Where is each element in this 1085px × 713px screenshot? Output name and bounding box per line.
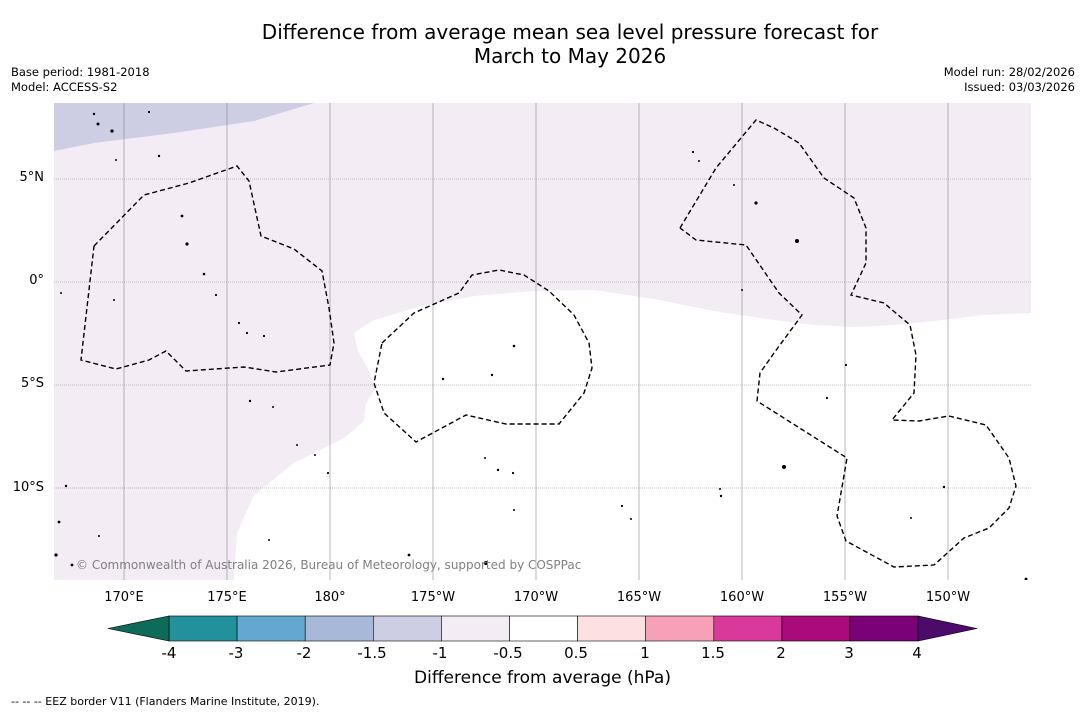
colorbar-tick: -2 xyxy=(296,644,312,662)
lon-label-155w: 155°W xyxy=(822,590,868,605)
colorbar-tick: 2 xyxy=(776,644,786,662)
model-name: Model: ACCESS-S2 xyxy=(11,80,118,94)
eez-phoenix-islands xyxy=(373,269,593,443)
title-line-2: March to May 2026 xyxy=(473,44,667,68)
eez-kiribati-gilberts xyxy=(80,165,335,373)
colorbar-over-arrow xyxy=(917,615,978,642)
colorbar-segment xyxy=(509,615,578,642)
lon-label-175w: 175°W xyxy=(410,590,456,605)
copyright-notice: © Commonwealth of Australia 2026, Bureau… xyxy=(76,558,582,572)
title-line-1: Difference from average mean sea level p… xyxy=(261,20,879,44)
colorbar-tick: -1 xyxy=(432,644,448,662)
colorbar-svg xyxy=(107,615,978,642)
eez-line-islands xyxy=(679,119,1017,568)
map-svg xyxy=(54,103,1031,580)
lat-label-5s: 5°S xyxy=(20,376,44,391)
lat-label-0: 0° xyxy=(29,273,44,288)
map-panel xyxy=(54,103,1031,580)
colorbar-tick: -1.5 xyxy=(357,644,387,662)
colorbar-label: Difference from average (hPa) xyxy=(414,668,671,688)
colorbar-segment xyxy=(781,615,851,642)
colorbar-tick: 1.5 xyxy=(701,644,725,662)
colorbar-segment xyxy=(304,615,374,642)
colorbar xyxy=(0,612,1085,672)
model-run: Model run: 28/02/2026 xyxy=(943,65,1075,79)
lon-label-175e: 175°E xyxy=(207,590,247,605)
colorbar-segment xyxy=(372,615,442,642)
colorbar-segment xyxy=(713,615,783,642)
eez-footnote: -- -- -- EEZ border V11 (Flanders Marine… xyxy=(11,695,320,708)
meta-right: Model run: 28/02/2026 Issued: 03/03/2026 xyxy=(944,65,1075,95)
lon-label-180: 180° xyxy=(314,590,346,605)
colorbar-tick: 0.5 xyxy=(564,644,588,662)
lat-label-5n: 5°N xyxy=(19,170,45,185)
lon-label-170w: 170°W xyxy=(513,590,559,605)
lat-label-10s: 10°S xyxy=(12,480,44,495)
colorbar-tick: -4 xyxy=(161,644,177,662)
lon-label-170e: 170°E xyxy=(104,590,144,605)
eez-borders xyxy=(80,119,1017,568)
lon-label-160w: 160°W xyxy=(719,590,765,605)
meta-left: Base period: 1981-2018 Model: ACCESS-S2 xyxy=(11,65,150,95)
lon-label-150w: 150°W xyxy=(925,590,971,605)
band-lavender-top xyxy=(54,103,314,151)
colorbar-tick: -0.5 xyxy=(493,644,523,662)
colorbar-segment xyxy=(577,615,646,642)
chart-title: Difference from average mean sea level p… xyxy=(0,20,1085,68)
base-period: Base period: 1981-2018 xyxy=(11,65,150,79)
colorbar-tick: 1 xyxy=(640,644,650,662)
lon-label-165w: 165°W xyxy=(616,590,662,605)
colorbar-segment xyxy=(645,615,715,642)
colorbar-segment xyxy=(168,615,238,642)
colorbar-tick: -3 xyxy=(228,644,244,662)
colorbar-segment xyxy=(441,615,510,642)
meridians xyxy=(123,103,949,580)
colorbar-under-arrow xyxy=(107,615,170,642)
colorbar-segment xyxy=(849,615,919,642)
colorbar-tick: 3 xyxy=(844,644,854,662)
colorbar-segment xyxy=(236,615,306,642)
colorbar-tick: 4 xyxy=(912,644,922,662)
issued-date: Issued: 03/03/2026 xyxy=(964,80,1075,94)
islands xyxy=(54,110,1028,580)
gridlines xyxy=(54,178,1031,489)
